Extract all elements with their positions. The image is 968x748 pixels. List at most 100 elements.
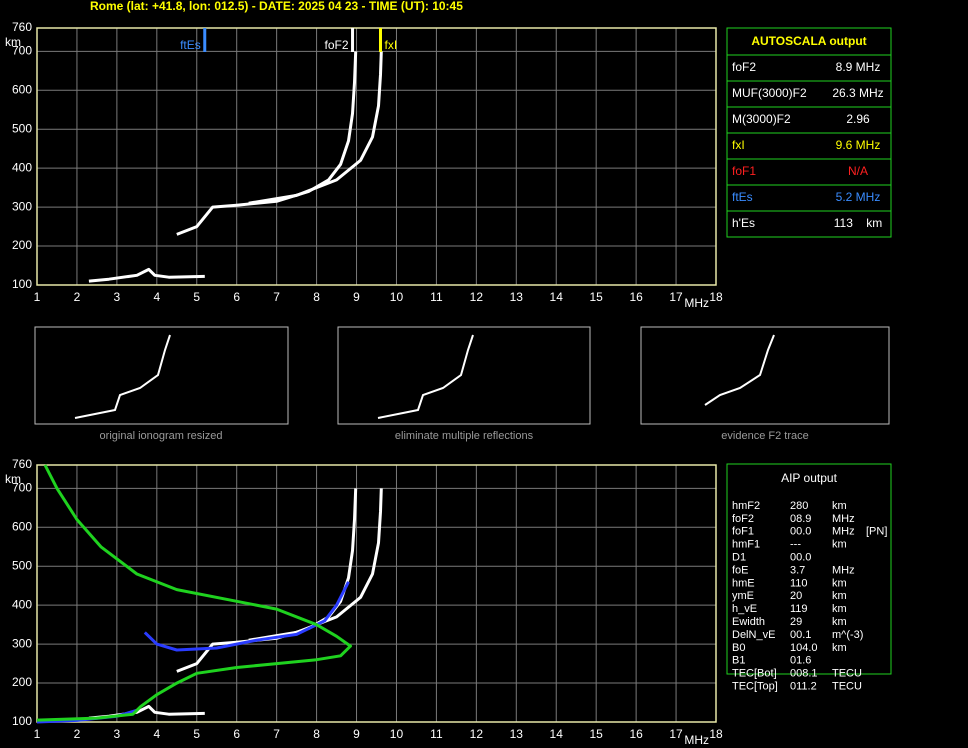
aip-cell: 08.9 xyxy=(790,513,811,525)
x-tick-label: 5 xyxy=(193,290,200,304)
x-tick-label: 14 xyxy=(550,727,564,741)
x-axis-label: MHz xyxy=(684,733,709,747)
y-tick-label: 300 xyxy=(12,199,32,213)
row-label: h'Es xyxy=(732,216,755,230)
x-tick-label: 4 xyxy=(153,727,160,741)
x-tick-label: 1 xyxy=(34,290,41,304)
y-tick-label: 760 xyxy=(12,20,32,34)
aip-cell: [PN] xyxy=(866,526,887,538)
x-tick-label: 9 xyxy=(353,290,360,304)
aip-cell: 29 xyxy=(790,616,802,628)
thumbnail-trace xyxy=(704,334,775,406)
row-label: MUF(3000)F2 xyxy=(732,86,807,100)
x-tick-label: 8 xyxy=(313,727,320,741)
aip-cell: 20 xyxy=(790,590,802,602)
aip-cell: MHz xyxy=(832,513,855,525)
x-tick-label: 14 xyxy=(550,290,564,304)
plot-frame xyxy=(36,27,717,286)
y-tick-label: 200 xyxy=(12,675,32,689)
autoscala-title: AUTOSCALA output xyxy=(751,34,866,48)
aip-cell: TEC[Top] xyxy=(732,681,778,693)
y-tick-label: 600 xyxy=(12,519,32,533)
aip-box xyxy=(726,463,892,675)
x-tick-label: 10 xyxy=(390,290,404,304)
thumbnail-caption: evidence F2 trace xyxy=(721,430,808,442)
aip-cell: km xyxy=(832,500,847,512)
x-tick-label: 6 xyxy=(233,727,240,741)
row-value: 2.96 xyxy=(846,112,870,126)
row-value: 8.9 MHz xyxy=(836,60,881,74)
y-tick-label: 500 xyxy=(12,558,32,572)
thumbnail-trace xyxy=(74,334,171,419)
y-tick-label: 700 xyxy=(12,44,32,58)
thumbnail-caption: eliminate multiple reflections xyxy=(395,430,534,442)
aip-cell: 00.0 xyxy=(790,552,811,564)
aip-cell: 01.6 xyxy=(790,655,811,667)
y-tick-label: 400 xyxy=(12,160,32,174)
row-value: N/A xyxy=(848,164,868,178)
aip-cell: B0 xyxy=(732,642,745,654)
y-tick-label: 300 xyxy=(12,636,32,650)
row-value: 9.6 MHz xyxy=(836,138,881,152)
aip-cell: 00.1 xyxy=(790,629,811,641)
aip-cell: m^(-3) xyxy=(832,629,863,641)
aip-cell: km xyxy=(832,642,847,654)
x-tick-label: 3 xyxy=(114,290,121,304)
marker-label: foF2 xyxy=(325,38,349,52)
thumbnail-frame xyxy=(34,326,289,425)
x-tick-label: 18 xyxy=(709,290,723,304)
y-tick-label: 200 xyxy=(12,238,32,252)
aip-cell: km xyxy=(832,577,847,589)
y-tick-label: 100 xyxy=(12,277,32,291)
y-tick-label: 600 xyxy=(12,82,32,96)
x-tick-label: 12 xyxy=(470,290,484,304)
aip-cell: km xyxy=(832,590,847,602)
aip-cell: TEC[Bot] xyxy=(732,668,777,680)
aip-cell: 119 xyxy=(790,603,808,615)
aip-cell: km xyxy=(832,603,847,615)
aip-cell: TECU xyxy=(832,668,862,680)
aip-cell: km xyxy=(832,616,847,628)
aip-cell: hmF2 xyxy=(732,500,760,512)
x-tick-label: 17 xyxy=(669,290,683,304)
thumbnail-trace xyxy=(377,334,474,419)
row-value: 113 km xyxy=(834,216,882,230)
aip-cell: 00.0 xyxy=(790,526,811,538)
trace xyxy=(143,581,350,652)
aip-cell: 008.1 xyxy=(790,668,818,680)
y-tick-label: 700 xyxy=(12,481,32,495)
x-tick-label: 8 xyxy=(313,290,320,304)
x-tick-label: 18 xyxy=(709,727,723,741)
aip-cell: TECU xyxy=(832,681,862,693)
trace xyxy=(36,464,352,722)
x-tick-label: 12 xyxy=(470,727,484,741)
x-tick-label: 11 xyxy=(430,727,443,741)
row-label: ftEs xyxy=(732,190,753,204)
x-tick-label: 13 xyxy=(510,727,524,741)
aip-cell: h_vE xyxy=(732,603,757,615)
aip-cell: Ewidth xyxy=(732,616,765,628)
x-tick-label: 9 xyxy=(353,727,360,741)
row-label: foF2 xyxy=(732,60,756,74)
x-tick-label: 10 xyxy=(390,727,404,741)
x-tick-label: 3 xyxy=(114,727,121,741)
y-tick-label: 500 xyxy=(12,121,32,135)
y-tick-label: 400 xyxy=(12,597,32,611)
thumbnail-frame xyxy=(337,326,591,425)
trace xyxy=(88,267,205,283)
aip-cell: MHz xyxy=(832,564,855,576)
plot-area xyxy=(37,28,716,285)
aip-cell: --- xyxy=(790,539,801,551)
aip-cell: foF2 xyxy=(732,513,754,525)
x-tick-label: 15 xyxy=(589,727,603,741)
aip-cell: 3.7 xyxy=(790,564,805,576)
aip-cell: hmF1 xyxy=(732,539,760,551)
x-tick-label: 2 xyxy=(74,290,81,304)
row-value: 5.2 MHz xyxy=(836,190,881,204)
aip-cell: km xyxy=(832,539,847,551)
aip-cell: 110 xyxy=(790,577,808,589)
x-tick-label: 7 xyxy=(273,727,280,741)
x-tick-label: 2 xyxy=(74,727,81,741)
